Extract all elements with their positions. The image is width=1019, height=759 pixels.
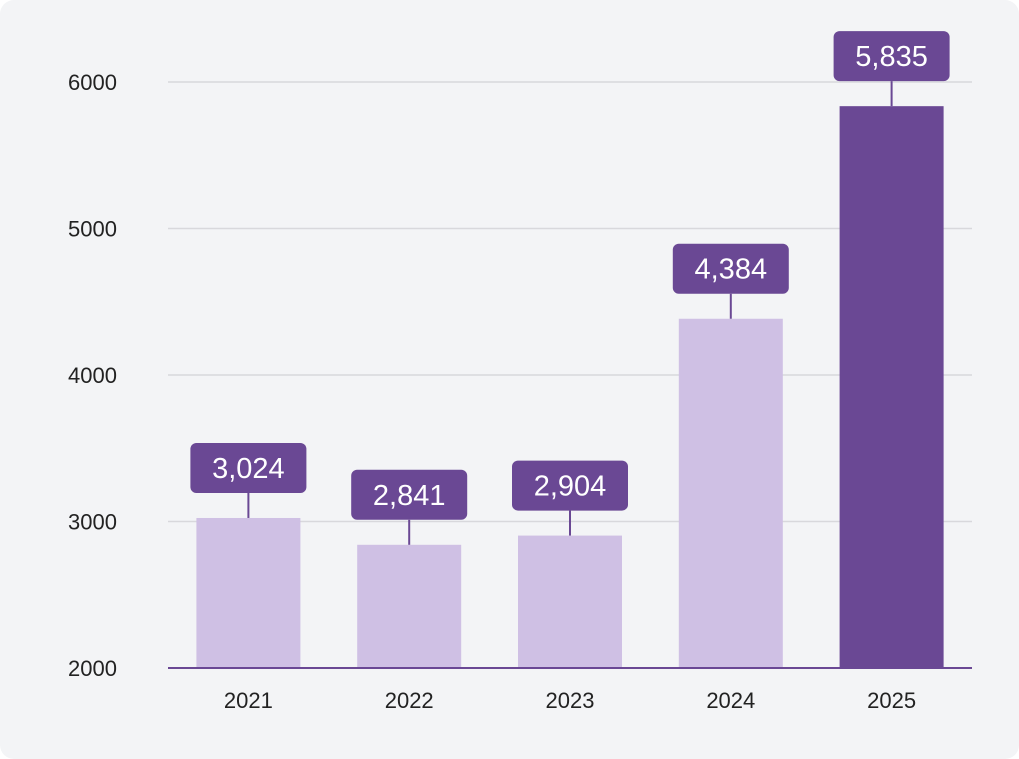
x-tick-label: 2023 [546, 688, 595, 713]
data-label-badge [672, 243, 789, 294]
y-tick-label: 4000 [68, 363, 117, 388]
bar-2025 [839, 106, 944, 669]
x-tick-label: 2021 [224, 688, 273, 713]
bar-2021 [196, 517, 301, 668]
data-label-badge [190, 442, 307, 493]
data-label: 2,904 [512, 460, 628, 536]
data-label-badge [512, 460, 628, 511]
bar-2024 [678, 318, 783, 668]
x-axis-ticks: 2021 2022 2023 2024 2025 [224, 688, 916, 713]
data-label: 5,835 [833, 31, 950, 107]
x-tick-label: 2025 [867, 688, 916, 713]
y-axis-ticks: 2000 3000 4000 5000 6000 [68, 70, 117, 681]
bar-2022 [357, 544, 462, 668]
y-tick-label: 3000 [68, 510, 117, 535]
y-tick-label: 6000 [68, 70, 117, 95]
bars [196, 106, 944, 669]
data-label-badge [351, 469, 468, 520]
y-tick-label: 2000 [68, 656, 117, 681]
data-label-badge [833, 31, 950, 82]
data-label: 4,384 [672, 243, 789, 319]
data-labels: 3,024 2,841 2,904 4,384 5,835 [190, 31, 950, 545]
x-tick-label: 2024 [706, 688, 755, 713]
data-label-value: 4,384 [695, 254, 768, 286]
data-label-value: 2,904 [534, 471, 607, 503]
data-label-value: 5,835 [855, 41, 928, 73]
bar-2023 [518, 535, 622, 668]
data-label-value: 2,841 [373, 480, 446, 512]
x-tick-label: 2022 [385, 688, 434, 713]
data-label: 3,024 [190, 442, 307, 518]
data-label-value: 3,024 [212, 453, 285, 485]
data-label: 2,841 [351, 469, 468, 545]
y-tick-label: 5000 [68, 217, 117, 242]
